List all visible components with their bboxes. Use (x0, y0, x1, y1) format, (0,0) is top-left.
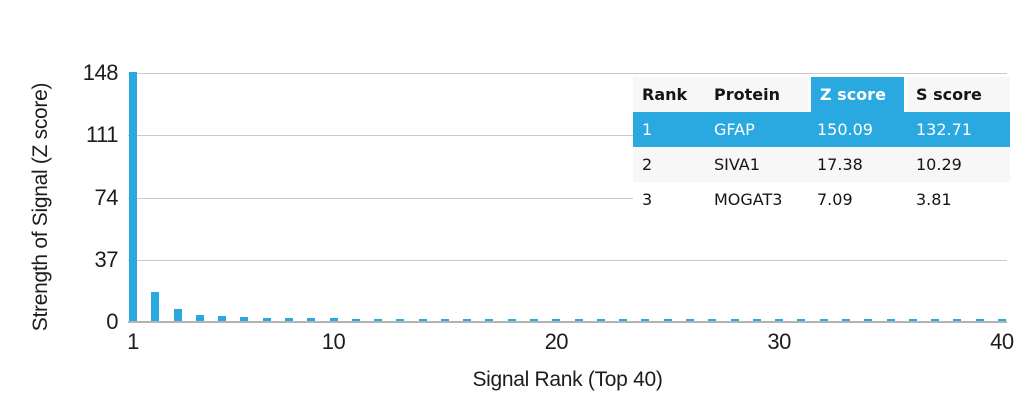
bar-rank-6 (240, 317, 249, 321)
x-tick-30: 30 (767, 329, 791, 354)
bar-rank-26 (686, 319, 694, 321)
cell-s-score: 3.81 (907, 182, 1010, 217)
y-tick-0: 0 (106, 309, 118, 334)
bar-rank-36 (908, 319, 917, 321)
x-tick-40: 40 (990, 329, 1014, 354)
bar-rank-27 (708, 319, 717, 321)
bar-rank-18 (507, 318, 516, 321)
bar-rank-40 (997, 319, 1006, 321)
bar-rank-38 (953, 319, 962, 321)
bar-rank-20 (552, 319, 561, 321)
cell-protein: MOGAT3 (705, 182, 808, 217)
table-row-gfap: 1 GFAP 150.09 132.71 (633, 112, 1010, 147)
bar-rank-1 (129, 72, 137, 321)
cell-s-score: 132.71 (907, 112, 1010, 147)
gridline-74 (128, 197, 1007, 199)
bar-rank-32 (819, 319, 828, 321)
bar-rank-31 (797, 319, 806, 321)
bar-rank-35 (886, 319, 895, 321)
gridline-37 (128, 259, 1007, 261)
bar-rank-33 (841, 319, 850, 321)
bar-rank-30 (775, 319, 784, 321)
cell-z-score: 7.09 (808, 182, 907, 217)
y-tick-74: 74 (94, 184, 119, 210)
bar-rank-24 (641, 319, 650, 321)
bar-rank-16 (463, 318, 472, 321)
cell-rank: 3 (633, 182, 705, 217)
x-tick-20: 20 (544, 329, 569, 354)
header-z-score-selected[interactable]: Z score (808, 77, 907, 112)
bar-rank-9 (307, 318, 316, 321)
x-axis-title: Signal Rank (Top 40) (472, 368, 663, 391)
header-protein[interactable]: Protein (705, 77, 808, 112)
bar-rank-10 (329, 318, 338, 321)
bar-rank-3 (173, 309, 182, 321)
top-proteins-table: Rank Protein Z score S score 1 GFAP 150.… (633, 77, 1010, 217)
bar-rank-17 (485, 318, 494, 321)
gridline-111 (128, 135, 1007, 137)
cell-rank: 1 (633, 112, 705, 147)
bar-rank-11 (351, 318, 360, 321)
bar-rank-22 (596, 319, 605, 321)
bar-rank-4 (195, 315, 204, 321)
bar-rank-2 (151, 291, 160, 321)
table-header-row: Rank Protein Z score S score (633, 77, 1010, 112)
header-s-score[interactable]: S score (907, 77, 1010, 112)
table-row-siva1: 2 SIVA1 17.38 10.29 (633, 147, 1010, 182)
bar-rank-8 (284, 318, 293, 321)
cell-protein: GFAP (705, 112, 808, 147)
x-tick-1: 1 (127, 329, 139, 354)
bar-rank-25 (663, 319, 672, 321)
cell-z-score: 150.09 (808, 112, 907, 147)
bar-rank-12 (374, 318, 383, 321)
gridline-148 (128, 73, 1007, 74)
cell-protein: SIVA1 (705, 147, 808, 182)
bar-rank-37 (931, 319, 940, 321)
cell-s-score: 10.29 (907, 147, 1010, 182)
bar-rank-39 (975, 319, 984, 321)
x-axis-line (128, 321, 1007, 323)
bar-rank-29 (752, 319, 761, 321)
bar-rank-28 (730, 319, 739, 321)
table-row-mogat3: 3 MOGAT3 7.09 3.81 (633, 182, 1010, 217)
bar-rank-7 (262, 317, 271, 321)
bar-rank-23 (619, 319, 628, 321)
cell-z-score: 17.38 (808, 147, 907, 182)
bar-rank-15 (440, 318, 449, 321)
y-tick-111: 111 (86, 122, 118, 148)
y-tick-148: 148 (82, 60, 119, 85)
x-tick-10: 10 (321, 329, 346, 354)
plot-area (128, 72, 1007, 323)
bar-rank-21 (574, 319, 583, 321)
header-rank[interactable]: Rank (633, 77, 705, 112)
bar-rank-19 (530, 318, 539, 321)
bar-rank-13 (396, 318, 405, 321)
cell-rank: 2 (633, 147, 705, 182)
y-tick-37: 37 (94, 246, 119, 272)
bar-rank-5 (218, 315, 227, 321)
bar-rank-14 (418, 318, 427, 321)
bar-rank-34 (864, 319, 873, 321)
